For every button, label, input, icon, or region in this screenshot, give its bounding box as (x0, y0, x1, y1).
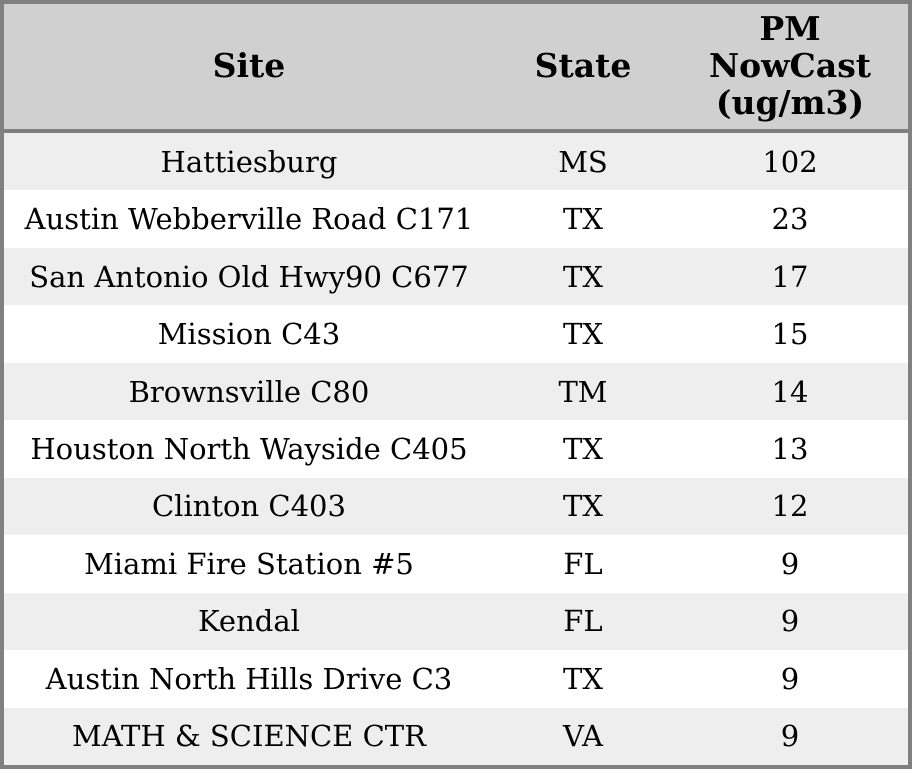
pm-cell: 13 (771, 431, 809, 466)
pm-cell: 102 (762, 144, 818, 179)
site-cell: Brownsville C80 (128, 374, 370, 409)
site-cell: San Antonio Old Hwy90 C677 (29, 259, 469, 294)
site-cell: Houston North Wayside C405 (30, 431, 468, 466)
table-row: Houston North Wayside C405 TX 13 (4, 420, 908, 478)
state-cell: MS (558, 144, 608, 179)
table-row: Austin North Hills Drive C3 TX 9 (4, 650, 908, 708)
table-row: Hattiesburg MS 102 (4, 133, 908, 191)
column-header-state: State (534, 46, 632, 86)
pm-cell: 15 (771, 317, 809, 352)
table-header-row: Site State PM NowCast (ug/m3) (4, 4, 908, 133)
column-header-pm-nowcast: PM NowCast (ug/m3) (708, 9, 872, 122)
state-cell: VA (563, 719, 603, 754)
table-body: Hattiesburg MS 102 Austin Webberville Road … (4, 133, 908, 765)
table-row: Miami Fire Station #5 FL 9 (4, 535, 908, 593)
site-cell: Clinton C403 (151, 489, 346, 524)
state-cell: FL (563, 546, 603, 581)
pm-cell: 14 (771, 374, 809, 409)
state-cell: FL (563, 604, 603, 639)
table-row: San Antonio Old Hwy90 C677 TX 17 (4, 247, 908, 306)
pm-cell: 9 (780, 719, 800, 754)
site-cell: Austin Webberville Road C171 (24, 202, 474, 237)
table-row: Kendal FL 9 (4, 592, 908, 651)
state-cell: TX (562, 317, 603, 352)
state-cell: TM (558, 374, 608, 409)
column-header-site: Site (212, 46, 286, 86)
site-cell: Miami Fire Station #5 (84, 546, 414, 581)
pm-cell: 9 (780, 546, 800, 581)
site-cell: Mission C43 (157, 317, 341, 352)
state-cell: TX (562, 202, 603, 237)
table-row: Mission C43 TX 15 (4, 305, 908, 363)
state-cell: TX (562, 661, 603, 696)
site-cell: Austin North Hills Drive C3 (45, 661, 453, 696)
pm-cell: 12 (771, 489, 809, 524)
pm-cell: 17 (771, 259, 809, 294)
table-row: Austin Webberville Road C171 TX 23 (4, 190, 908, 248)
table-row: MATH & SCIENCE CTR VA 9 (4, 707, 908, 765)
table-row: Brownsville C80 TM 14 (4, 362, 908, 421)
site-cell: Kendal (198, 604, 300, 639)
site-cell: MATH & SCIENCE CTR (72, 719, 426, 754)
pm-cell: 23 (771, 202, 809, 237)
table-row: Clinton C403 TX 12 (4, 477, 908, 536)
pm-cell: 9 (780, 604, 800, 639)
pm-cell: 9 (780, 661, 800, 696)
site-cell: Hattiesburg (160, 144, 338, 179)
state-cell: TX (562, 431, 603, 466)
state-cell: TX (562, 489, 603, 524)
state-cell: TX (562, 259, 603, 294)
